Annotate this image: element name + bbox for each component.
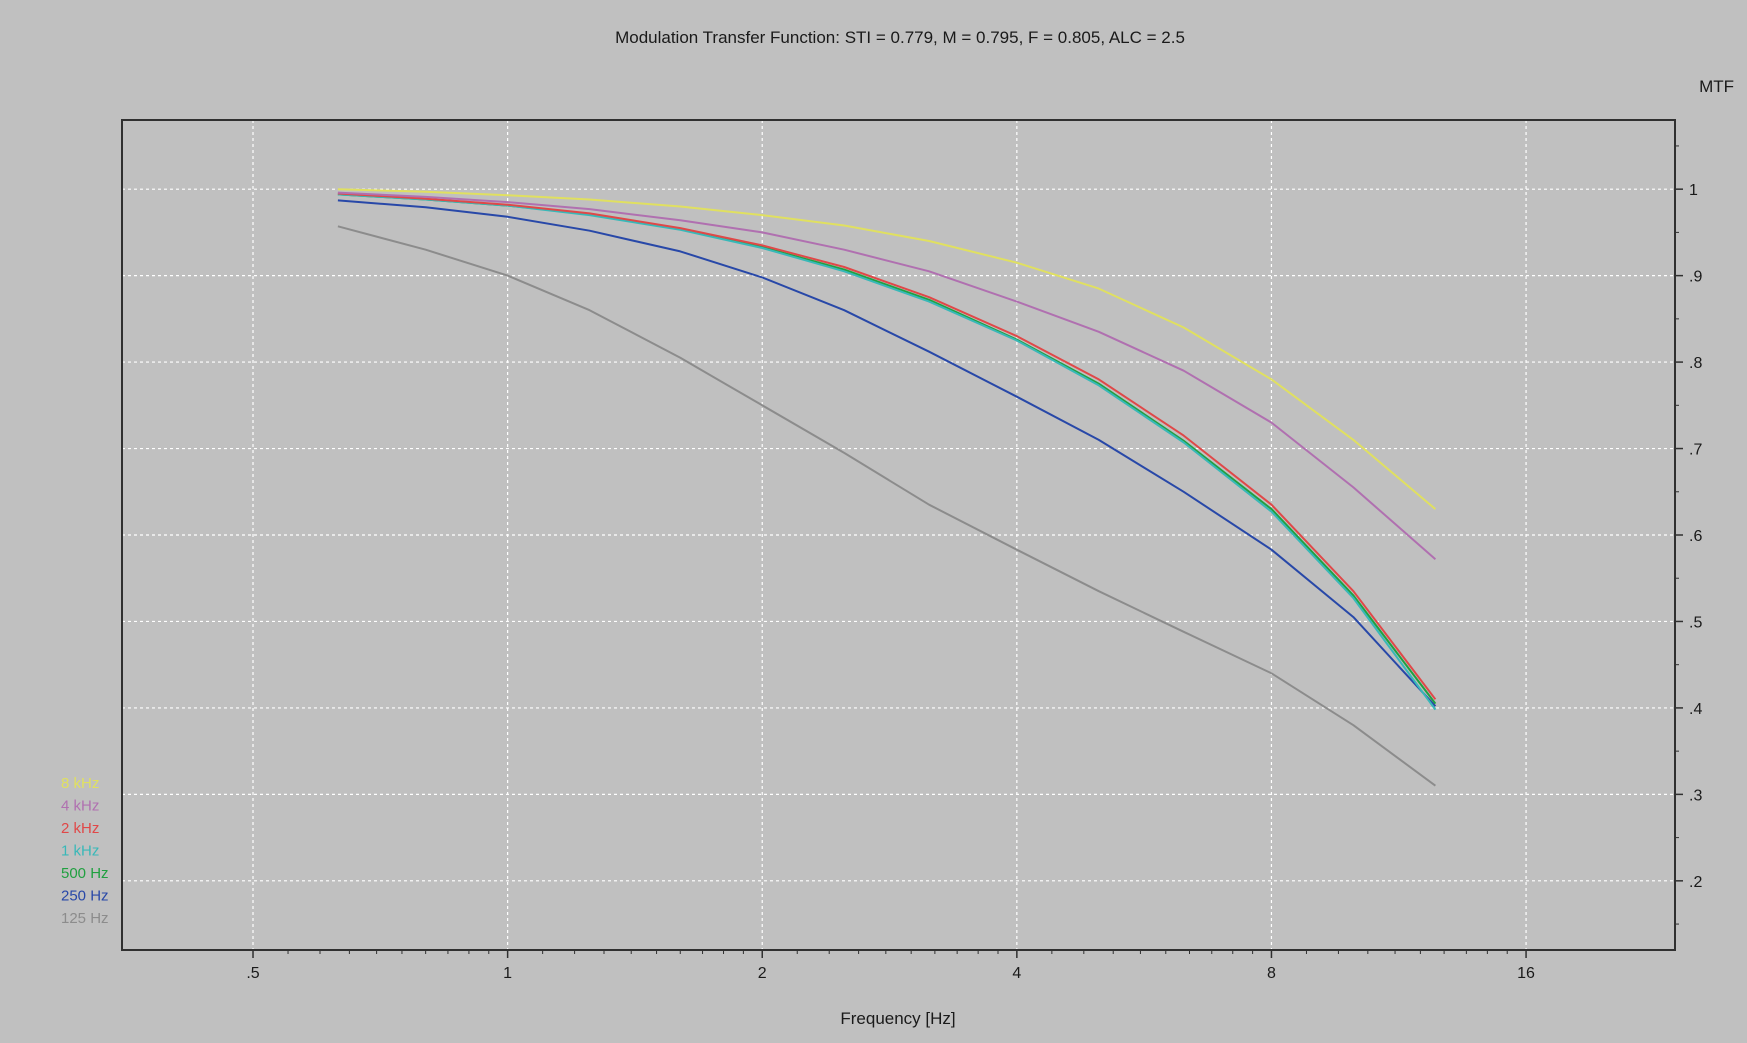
y-tick-label: .8 [1689, 355, 1702, 372]
legend: 8 kHz 4 kHz 2 kHz 1 kHz 500 Hz 250 Hz 125 Hz [61, 775, 109, 927]
legend-item: 2 kHz [61, 820, 99, 837]
x-tick-label: 16 [1517, 965, 1535, 982]
axis-ticks: 1 .9 .8 .7 .6 .5 .4 .3 .2 .5 1 2 4 8 16 [246, 145, 1702, 982]
y-tick-label: .3 [1689, 787, 1702, 804]
series-line-1-khz [337, 193, 1437, 711]
series-line-2-khz [337, 192, 1437, 700]
series-line-8-khz [337, 188, 1437, 510]
y-tick-label: 1 [1689, 182, 1698, 199]
x-axis-label: Frequency [Hz] [840, 1009, 955, 1028]
x-tick-label: 4 [1012, 965, 1021, 982]
legend-item: 500 Hz [61, 865, 109, 882]
y-tick-label: .2 [1689, 874, 1702, 891]
legend-item: 250 Hz [61, 888, 109, 905]
series-lines [337, 188, 1437, 787]
series-line-125-hz [337, 225, 1436, 787]
y-tick-label: .9 [1689, 269, 1702, 286]
legend-item: 8 kHz [61, 775, 99, 792]
series-line-4-khz [337, 191, 1437, 560]
y-axis-label: MTF [1699, 77, 1734, 96]
legend-item: 125 Hz [61, 910, 109, 927]
x-tick-label: 8 [1267, 965, 1276, 982]
y-tick-label: .7 [1689, 442, 1702, 459]
y-tick-label: .4 [1689, 701, 1702, 718]
chart-title: Modulation Transfer Function: STI = 0.77… [615, 28, 1185, 47]
x-tick-label: .5 [246, 965, 259, 982]
legend-item: 4 kHz [61, 798, 99, 815]
series-line-250-hz [337, 199, 1437, 707]
grid-lines [122, 120, 1675, 950]
y-tick-label: .5 [1689, 614, 1702, 631]
legend-item: 1 kHz [61, 843, 99, 860]
x-tick-label: 2 [758, 965, 767, 982]
y-tick-label: .6 [1689, 528, 1702, 545]
x-tick-label: 1 [503, 965, 512, 982]
